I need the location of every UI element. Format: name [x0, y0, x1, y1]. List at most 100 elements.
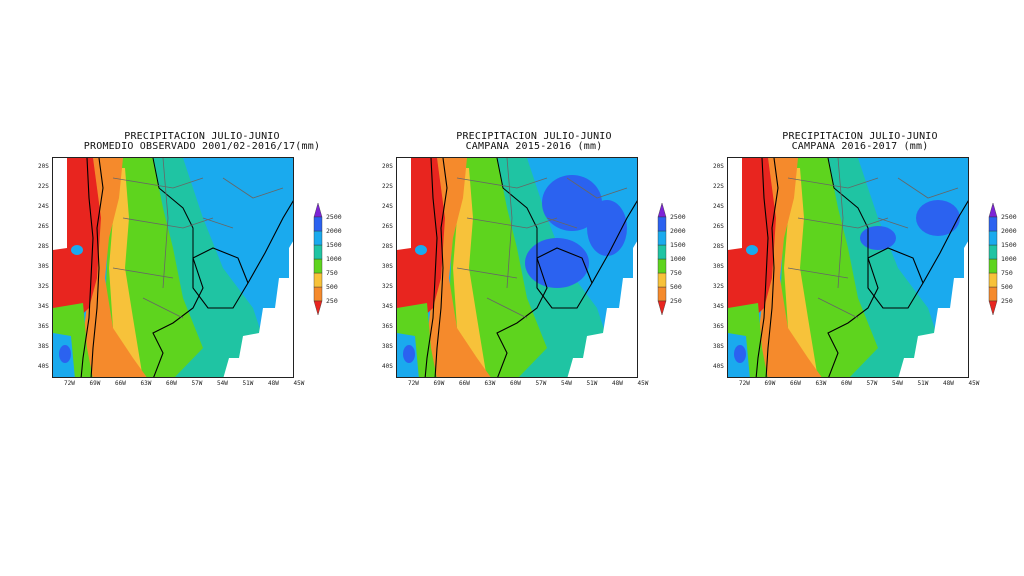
colorbar-segment [657, 258, 667, 274]
map-panel-1: PRECIPITACION JULIO-JUNIO PROMEDIO OBSER… [38, 128, 352, 398]
colorbar-label: 2500 [1001, 213, 1017, 221]
colorbar-label: 250 [1001, 297, 1013, 305]
rio-de-la-plata-coast [152, 257, 204, 377]
lat-label: 36S [713, 323, 724, 330]
lat-label: 26S [713, 223, 724, 230]
field-core-east [916, 200, 960, 236]
lat-label: 34S [38, 303, 49, 310]
colorbar [657, 203, 667, 316]
colorbar-segment [313, 286, 323, 302]
lon-label: 66W [115, 380, 126, 387]
colorbar-label: 250 [326, 297, 338, 305]
lat-label: 32S [382, 283, 393, 290]
colorbar-label: 500 [326, 283, 338, 291]
uruguay-border [867, 247, 924, 309]
lat-label: 38S [382, 343, 393, 350]
andes-border [90, 158, 104, 377]
colorbar-segment [657, 244, 667, 260]
rio-de-la-plata-coast [827, 257, 879, 377]
colorbar-bottom-arrow [313, 300, 323, 316]
paraguay-border [827, 158, 869, 258]
colorbar-segment [313, 244, 323, 260]
precipitation-map-1 [52, 157, 294, 378]
colorbar-segment [988, 216, 998, 232]
lon-label: 48W [268, 380, 279, 387]
colorbar-segment [313, 216, 323, 232]
lat-label: 36S [382, 323, 393, 330]
lon-label: 69W [433, 380, 445, 387]
lat-label: 34S [382, 303, 393, 310]
lat-label: 20S [382, 163, 393, 170]
lon-label: 69W [764, 380, 776, 387]
lat-label: 40S [382, 363, 393, 370]
field-500-750 [453, 168, 487, 377]
lat-label: 20S [713, 163, 724, 170]
colorbar-top-arrow [988, 203, 998, 218]
lat-label: 40S [713, 363, 724, 370]
lon-label: 60W [841, 380, 852, 387]
province-borders [456, 158, 628, 319]
colorbar-label: 1000 [670, 255, 686, 263]
colorbar [313, 203, 323, 316]
colorbar-top-arrow [657, 203, 667, 218]
colorbar-label: 750 [1001, 269, 1013, 277]
lon-label: 54W [217, 380, 228, 387]
colorbar-bottom-arrow [988, 300, 998, 316]
colorbar-label: 1500 [326, 241, 342, 249]
map-panel-3: PRECIPITACION JULIO-JUNIO CAMPANA 2016-2… [710, 128, 1017, 398]
colorbar-segment [988, 258, 998, 274]
lat-label: 24S [713, 203, 724, 210]
no-data-west [728, 158, 742, 250]
lat-label: 38S [38, 343, 49, 350]
lon-label: 72W [64, 380, 75, 387]
lat-label: 24S [38, 203, 49, 210]
map-field-1 [53, 158, 293, 377]
lon-label: 66W [459, 380, 470, 387]
colorbar-label: 2000 [670, 227, 686, 235]
lat-label: 30S [382, 263, 393, 270]
colorbar-label: 1500 [670, 241, 686, 249]
colorbar-segment [988, 286, 998, 302]
lat-label: 26S [382, 223, 393, 230]
lon-label: 45W [293, 380, 305, 387]
andes-border [434, 158, 448, 377]
lon-label: 51W [917, 380, 929, 387]
uruguay-border [192, 247, 249, 309]
paraguay-border [496, 158, 538, 258]
lon-label: 69W [89, 380, 101, 387]
colorbar-segment [657, 230, 667, 246]
lat-label: 28S [38, 243, 49, 250]
field-andes-spot [71, 245, 83, 255]
lat-label: 24S [382, 203, 393, 210]
lon-label: 54W [892, 380, 903, 387]
colorbar-label: 1000 [326, 255, 342, 263]
no-data-atlantic [898, 241, 968, 377]
brazil-coastline [922, 200, 968, 284]
lat-label: 38S [713, 343, 724, 350]
colorbar-label: 2000 [326, 227, 342, 235]
colorbar-segment [657, 286, 667, 302]
panel-2-title-line2: CAMPANA 2015-2016 (mm) [465, 141, 603, 152]
field-south-chile-max [59, 345, 71, 363]
colorbar-label: 500 [670, 283, 682, 291]
no-data-west [53, 158, 67, 250]
lat-label: 28S [382, 243, 393, 250]
panel-3-title-line2: CAMPANA 2016-2017 (mm) [791, 141, 929, 152]
map-panel-2: PRECIPITACION JULIO-JUNIO CAMPANA 2015-2… [382, 128, 686, 398]
lon-label: 66W [790, 380, 801, 387]
field-500-750 [784, 168, 818, 377]
field-core-center [525, 238, 589, 288]
colorbar [988, 203, 998, 316]
lat-label: 34S [713, 303, 724, 310]
brazil-coastline [247, 200, 293, 284]
brazil-coastline [591, 200, 637, 284]
colorbar-segment [313, 230, 323, 246]
province-borders [787, 158, 959, 319]
field-core-east [587, 200, 627, 256]
colorbar-label: 750 [326, 269, 338, 277]
lat-label: 22S [382, 183, 393, 190]
lon-label: 60W [166, 380, 177, 387]
colorbar-label: 500 [1001, 283, 1013, 291]
province-borders [112, 158, 284, 319]
lon-label: 45W [637, 380, 649, 387]
